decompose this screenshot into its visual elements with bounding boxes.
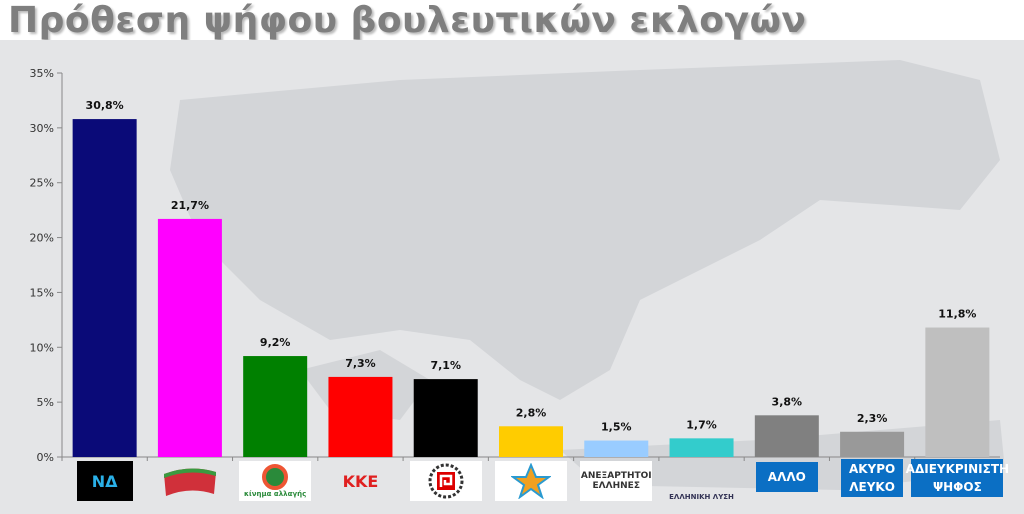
- syriza-flag-logo: [154, 461, 226, 501]
- data-label: 9,2%: [260, 336, 291, 349]
- y-tick-label: 30%: [30, 122, 54, 135]
- data-label: 1,5%: [601, 421, 632, 434]
- potami-star-icon: [511, 463, 551, 499]
- category-label-box: ΑΚΥΡΟ ΛΕΥΚΟ: [841, 459, 904, 497]
- kinal-logo: κίνημα αλλαγής: [239, 461, 312, 501]
- data-label: 2,3%: [857, 412, 888, 425]
- anel-logo: ΑΝΕΞΑΡΤΗΤΟΙ ΕΛΛΗΝΕΣ: [580, 461, 653, 501]
- category-label-text: ΑΚΥΡΟ: [848, 462, 896, 476]
- syriza-flag-icon: [163, 468, 216, 496]
- bar: [754, 415, 819, 457]
- data-label: 3,8%: [772, 395, 803, 408]
- logo-text: ΝΔ: [91, 471, 118, 491]
- logo-text: ΑΝΕΞΑΡΤΗΤΟΙ ΕΛΛΗΝΕΣ: [580, 471, 652, 491]
- data-label: 21,7%: [171, 199, 209, 212]
- bar: [413, 379, 478, 457]
- data-label: 7,3%: [345, 357, 376, 370]
- y-tick-label: 0%: [37, 451, 54, 464]
- bar: [243, 356, 308, 457]
- logo-text: κίνημα αλλαγής: [244, 490, 307, 498]
- nd-logo: ΝΔ: [76, 461, 133, 501]
- category-label-text: ΑΔΙΕΥΚΡΙΝΙΣΤΗ: [905, 462, 1010, 476]
- y-tick-label: 20%: [30, 232, 54, 245]
- logo-text: ΚΚΕ: [342, 471, 379, 491]
- y-tick-label: 25%: [30, 177, 54, 190]
- elliniki-lysi-compass-logo: ΕΛΛΗΝΙΚΗ ΛΥΣΗ: [666, 461, 738, 501]
- page-title: Πρόθεση ψήφου βουλευτικών εκλογών: [8, 0, 807, 41]
- y-tick-label: 10%: [30, 341, 54, 354]
- meander-icon: [428, 463, 464, 499]
- data-label: 7,1%: [430, 359, 461, 372]
- data-label: 2,8%: [516, 406, 547, 419]
- data-label: 11,8%: [938, 308, 976, 321]
- bar: [72, 119, 137, 457]
- bar: [840, 431, 905, 457]
- bar: [157, 218, 222, 457]
- bar: [584, 440, 649, 457]
- bar: [925, 327, 990, 457]
- y-tick-label: 35%: [30, 67, 54, 80]
- category-label-text: ΨΗΦΟΣ: [932, 480, 982, 494]
- category-label-text: ΑΛΛΟ: [767, 470, 806, 484]
- y-tick-label: 5%: [37, 396, 54, 409]
- category-label-text: ΛΕΥΚΟ: [849, 480, 895, 494]
- logo-text: ΕΛΛΗΝΙΚΗ ΛΥΣΗ: [669, 493, 734, 501]
- bar-chart: 0% 5% 10% 15% 20% 25% 30% 35% 30,8% 21,7% 9,2% 7,3…: [0, 40, 1024, 514]
- category-label-box: ΑΔΙΕΥΚΡΙΝΙΣΤΗ ΨΗΦΟΣ: [906, 459, 1009, 497]
- golden-dawn-logo: [409, 461, 482, 501]
- y-tick-label: 15%: [30, 286, 54, 299]
- data-label: 30,8%: [86, 99, 124, 112]
- category-label-box: ΑΛΛΟ: [755, 462, 818, 492]
- potami-star-logo: [495, 461, 567, 501]
- data-label: 1,7%: [686, 418, 717, 431]
- kke-hammer-sickle-logo: ΚΚΕ: [324, 461, 396, 501]
- bar: [328, 376, 393, 457]
- bar: [669, 438, 734, 457]
- bar: [499, 426, 563, 457]
